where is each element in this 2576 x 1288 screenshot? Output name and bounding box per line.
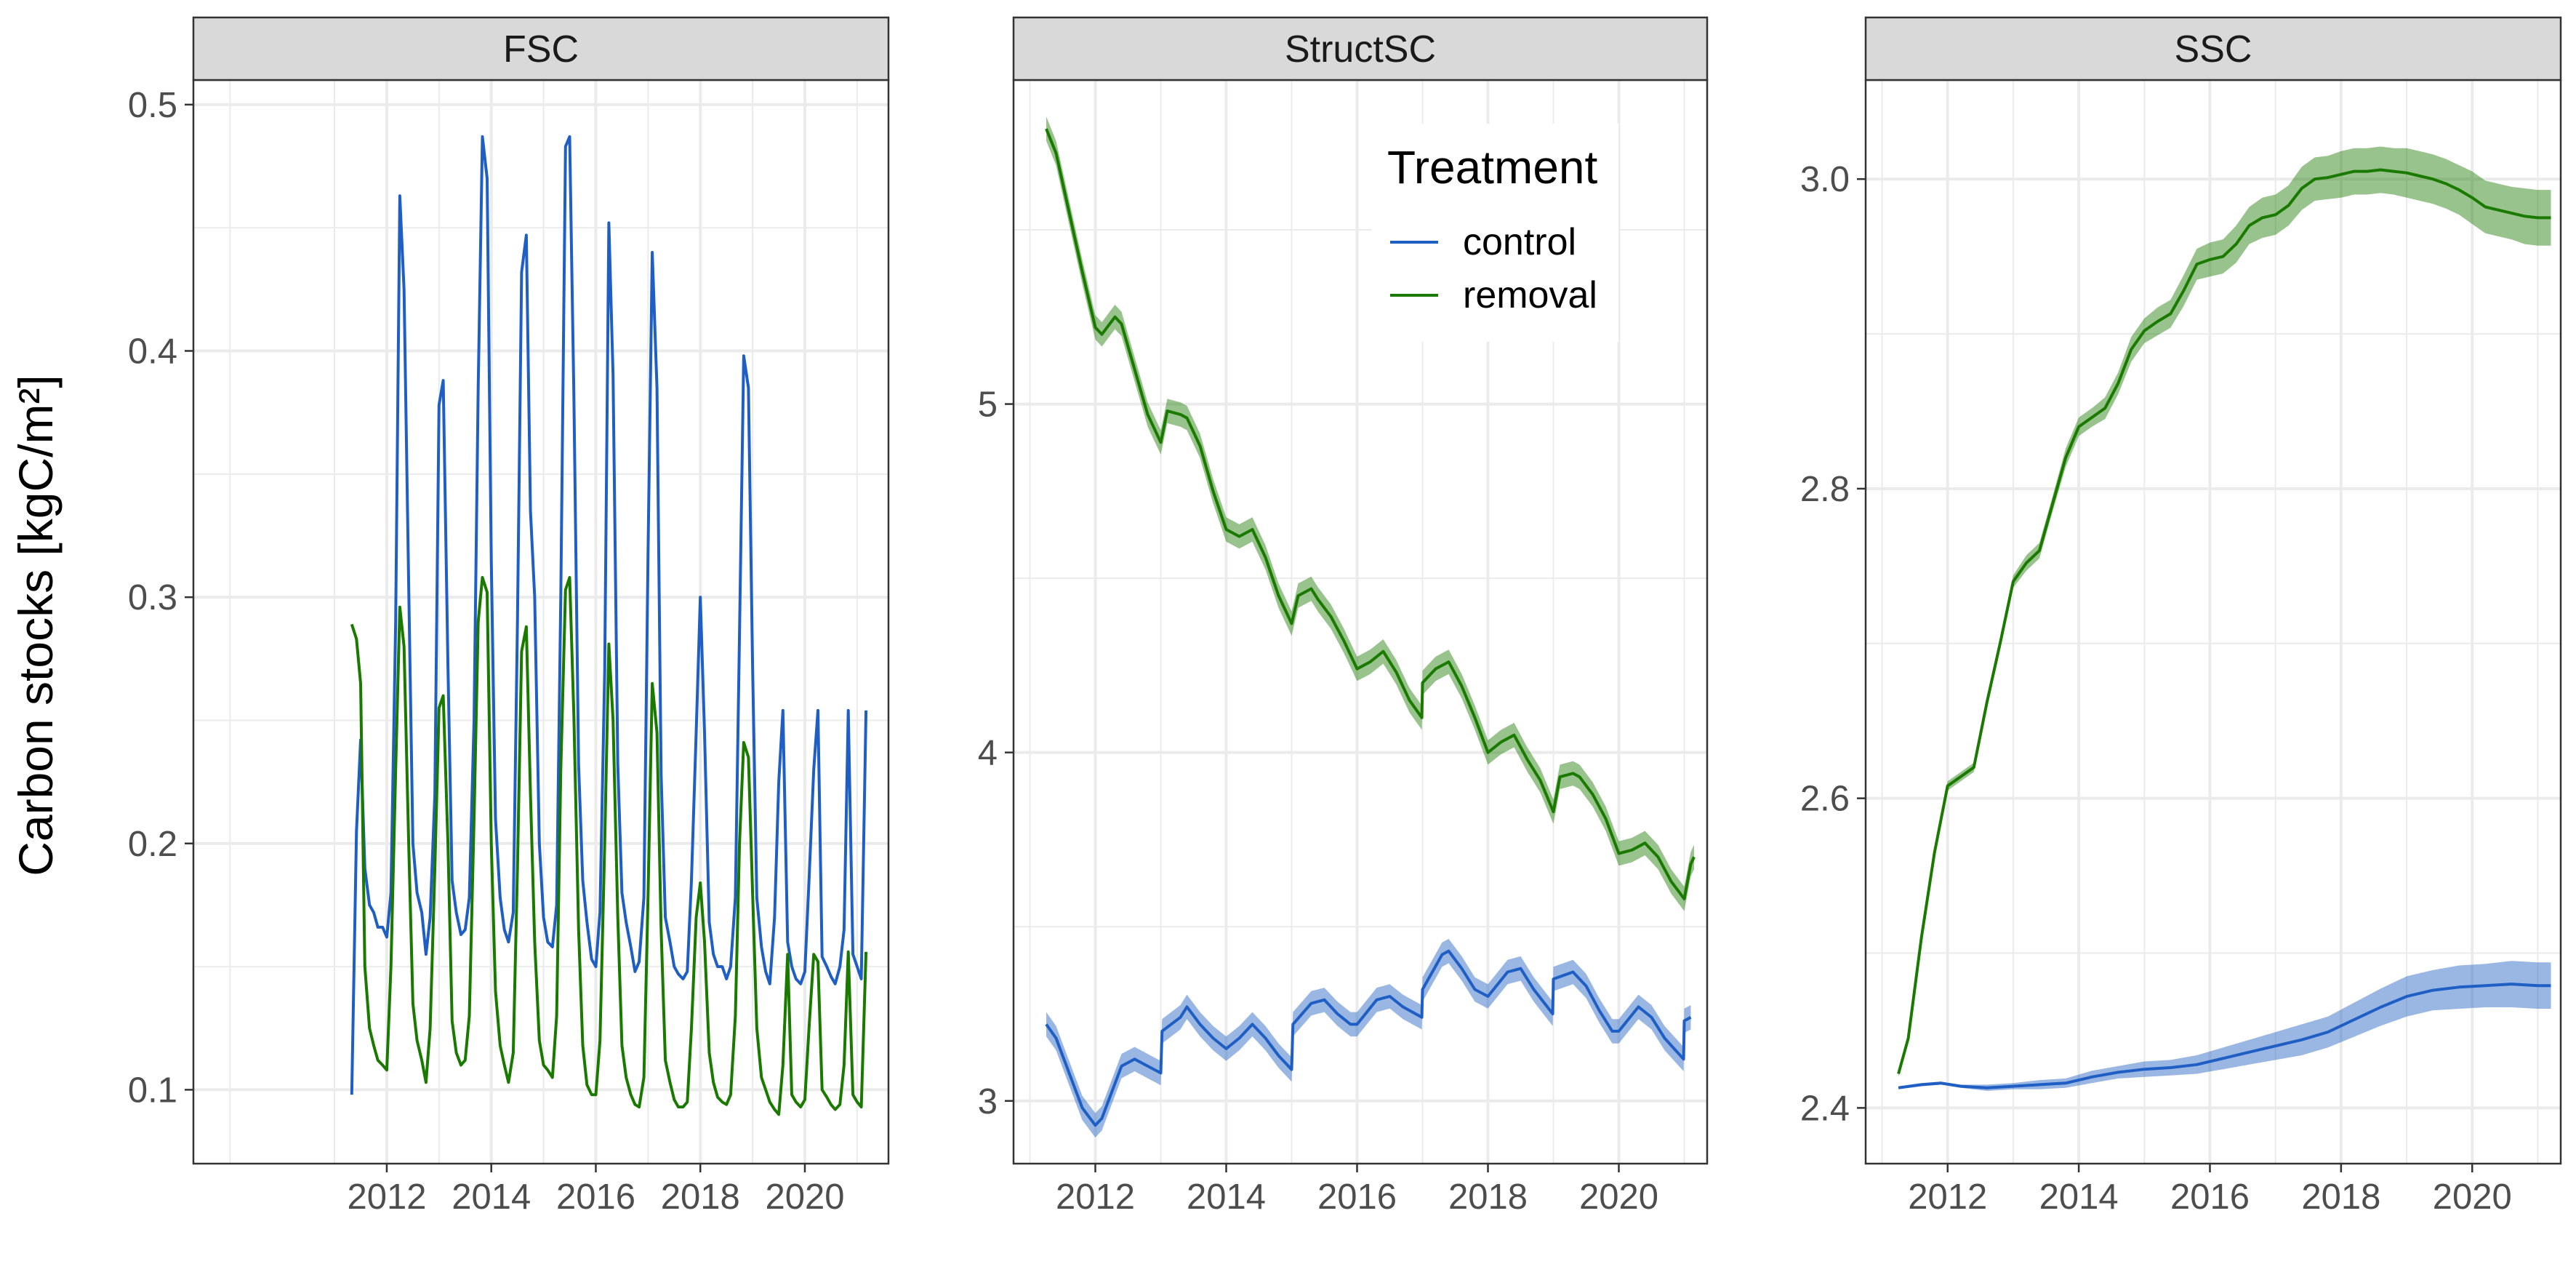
legend: Treatment control removal xyxy=(1371,124,1618,342)
x-tick-label: 2020 xyxy=(1579,1177,1658,1217)
series-line-control xyxy=(1045,949,1692,1127)
x-tick-label: 2018 xyxy=(661,1177,740,1217)
y-tick-label: 0.4 xyxy=(128,332,177,372)
panels: FSC 2012 2014 2016 2018 2020 0.1 0.2 0.3 0.4 0.5 St… xyxy=(128,16,2562,1217)
y-axis-label: Carbon stocks [kgC/m²] xyxy=(9,375,63,876)
legend-label-removal: removal xyxy=(1463,274,1597,316)
x-tick-label: 2012 xyxy=(1056,1177,1135,1217)
x-tick-label: 2020 xyxy=(2433,1177,2512,1217)
legend-label-control: control xyxy=(1463,221,1576,263)
series-line-removal xyxy=(1045,128,1696,900)
series-line-removal xyxy=(1897,168,2551,1075)
y-tick-label: 0.3 xyxy=(128,578,177,617)
facet-strip-label: SSC xyxy=(2175,28,2252,71)
y-tick-label: 3.0 xyxy=(1800,160,1850,199)
y-tick-label: 2.8 xyxy=(1800,470,1850,509)
x-tick-label: 2018 xyxy=(2301,1177,2380,1217)
y-tick-label: 0.5 xyxy=(128,86,177,125)
facet-strip-label: FSC xyxy=(503,28,579,71)
y-tick-label: 0.1 xyxy=(128,1071,177,1110)
x-tick-label: 2012 xyxy=(347,1177,426,1217)
x-tick-label: 2016 xyxy=(1317,1177,1397,1217)
y-tick-label: 3 xyxy=(978,1082,998,1121)
y-tick-label: 4 xyxy=(978,734,998,773)
y-tick-label: 5 xyxy=(978,385,998,425)
ci-ribbon-control xyxy=(1046,939,1691,1138)
facet-strip xyxy=(192,16,890,81)
series-line-removal xyxy=(350,576,868,1116)
series-line-control xyxy=(350,135,868,1095)
x-tick-label: 2016 xyxy=(2170,1177,2250,1217)
facet-strip xyxy=(1012,16,1709,81)
plot-area xyxy=(193,80,888,1164)
plot-area xyxy=(1866,80,2561,1164)
legend-title: Treatment xyxy=(1387,141,1598,193)
facet-strip-label: StructSC xyxy=(1285,28,1436,71)
x-tick-label: 2018 xyxy=(1448,1177,1528,1217)
x-tick-label: 2014 xyxy=(1187,1177,1266,1217)
y-tick-label: 0.2 xyxy=(128,825,177,864)
legend-background xyxy=(1371,124,1618,342)
facet-strip xyxy=(1864,16,2562,81)
y-tick-label: 2.6 xyxy=(1800,780,1850,819)
x-tick-label: 2016 xyxy=(556,1177,635,1217)
x-tick-label: 2012 xyxy=(1908,1177,1987,1217)
x-tick-label: 2014 xyxy=(452,1177,531,1217)
panel-fsc: FSC 2012 2014 2016 2018 2020 0.1 0.2 0.3 0.4 0.5 xyxy=(128,16,890,1217)
panel-ssc: SSC 2012 2014 2016 2018 2020 2.4 2.6 2.8 3.0 xyxy=(1800,16,2562,1217)
x-tick-label: 2014 xyxy=(2039,1177,2119,1217)
y-tick-label: 2.4 xyxy=(1800,1089,1850,1128)
series-line-control xyxy=(1898,983,2551,1089)
x-tick-label: 2020 xyxy=(765,1177,844,1217)
ci-ribbon-control xyxy=(1898,961,2551,1091)
